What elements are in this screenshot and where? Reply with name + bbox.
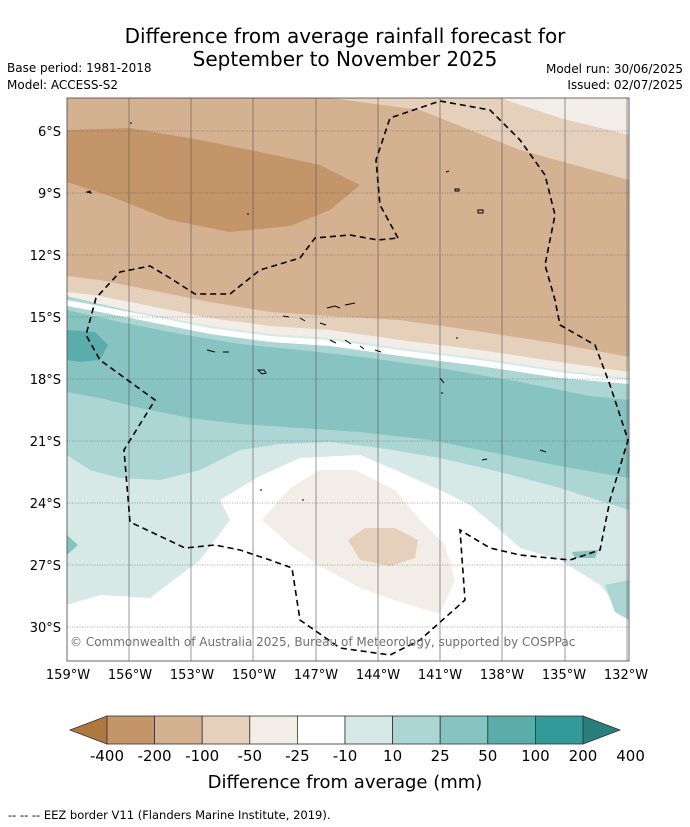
lat-label: 24°S (30, 497, 61, 512)
lon-label: 159°W (46, 668, 90, 683)
lat-label: 18°S (30, 373, 61, 388)
legend-tick-label: 400 (616, 747, 645, 765)
contour-dry-south-50 (348, 528, 418, 566)
legend-colorbar (68, 715, 622, 745)
map-frame (66, 97, 630, 662)
legend-swatch (201, 715, 251, 745)
legend-tick-label: -100 (185, 747, 219, 765)
eez-footnote: -- -- -- EEZ border V11 (Flanders Marine… (8, 808, 331, 822)
lat-label: 6°S (38, 125, 61, 140)
lon-label: 144°W (356, 668, 400, 683)
map-gridlines (67, 98, 629, 661)
lon-label: 135°W (542, 668, 586, 683)
issued-label: Issued: 02/07/2025 (567, 78, 683, 92)
eez-border (85, 100, 629, 656)
legend-tick-label: 10 (383, 747, 402, 765)
legend-swatch (68, 715, 108, 745)
contour-wet-50 (67, 310, 629, 478)
lat-axis: 6°S 9°S 12°S 15°S 18°S 21°S 24°S 27°S 30… (30, 125, 61, 636)
lat-label: 21°S (30, 435, 61, 450)
legend-swatch (439, 715, 489, 745)
island-outlines (85, 122, 547, 501)
lon-label: 153°W (170, 668, 214, 683)
legend-tick-label: -25 (285, 747, 310, 765)
lon-label: 150°W (232, 668, 276, 683)
lon-axis: 159°W 156°W 153°W 150°W 147°W 144°W 141°… (46, 668, 648, 683)
legend-swatch (154, 715, 203, 745)
model-run-label: Model run: 30/06/2025 (545, 62, 683, 76)
legend-tick-label: -200 (138, 747, 172, 765)
lon-label: 156°W (108, 668, 152, 683)
lon-label: 138°W (480, 668, 524, 683)
legend-swatch (487, 715, 536, 745)
legend-swatch (249, 715, 298, 745)
legend-ticks: -400 -200 -100 -50 -25 -10 10 25 50 100 200 400 (90, 747, 645, 765)
lat-label: 15°S (30, 311, 61, 326)
lat-label: 27°S (30, 559, 61, 574)
rainfall-contours (67, 98, 629, 661)
legend-tick-label: 50 (478, 747, 497, 765)
legend-tick-label: -10 (333, 747, 358, 765)
contour-wet-100 (67, 330, 108, 362)
legend-tick-label: -400 (90, 747, 124, 765)
contour-dry-200 (67, 128, 360, 232)
legend-title: Difference from average (mm) (208, 772, 483, 793)
lon-label: 141°W (418, 668, 462, 683)
contour-wet-100-south (67, 535, 78, 555)
legend-swatch (344, 715, 393, 745)
lat-label: 12°S (30, 249, 61, 264)
copyright-text: © Commonwealth of Australia 2025, Bureau… (70, 635, 575, 649)
rainfall-map: © Commonwealth of Australia 2025, Bureau… (30, 97, 648, 793)
legend-tick-label: 25 (431, 747, 450, 765)
lon-label: 147°W (294, 668, 338, 683)
contour-wet-south-east (605, 580, 629, 620)
model-label: Model: ACCESS-S2 (7, 78, 119, 92)
lat-label: 30°S (30, 621, 61, 636)
legend-tick-label: 100 (521, 747, 550, 765)
legend-tick-label: -50 (238, 747, 263, 765)
lon-label: 132°W (604, 668, 648, 683)
base-period-label: Base period: 1981-2018 (7, 61, 152, 75)
map-title-line1: Difference from average rainfall forecas… (124, 24, 566, 48)
legend-swatch (582, 715, 622, 745)
contour-white-band-north (67, 300, 629, 384)
legend-swatch (392, 715, 441, 745)
legend-swatch (106, 715, 155, 745)
legend-tick-label: 200 (569, 747, 598, 765)
legend-swatch (535, 715, 584, 745)
legend-swatch (296, 715, 346, 745)
map-title-line2: September to November 2025 (192, 47, 498, 71)
lat-label: 9°S (38, 187, 61, 202)
